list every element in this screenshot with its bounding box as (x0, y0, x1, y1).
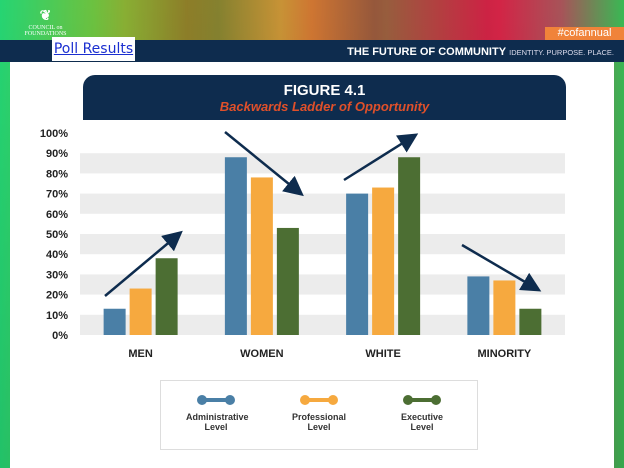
bar-white-2 (372, 187, 395, 335)
legend-item: Executive Level (377, 381, 467, 432)
logo: ❦ COUNCIL on FOUNDATIONS (8, 8, 83, 37)
bar-men-1 (103, 308, 126, 335)
grid-band (80, 193, 565, 214)
leaf-logo-icon: ❦ (39, 9, 52, 24)
legend-label: Professional Level (291, 412, 347, 432)
grid-band (80, 153, 565, 174)
bar-minority-3 (519, 308, 542, 335)
y-tick-label: 10% (46, 310, 68, 322)
legend-item: Professional Level (274, 381, 364, 432)
grid-band (80, 274, 565, 295)
y-tick-label: 80% (46, 168, 68, 180)
bar-white-3 (398, 157, 421, 335)
trend-arrow-up-icon (104, 230, 183, 297)
legend-item: Administrative Level (171, 381, 261, 432)
y-tick-label: 20% (46, 290, 68, 302)
y-tick-label: 0% (52, 330, 68, 342)
chart-subtitle: Backwards Ladder of Opportunity (219, 99, 430, 114)
trend-arrow-up-icon (343, 133, 419, 182)
tagline-light: IDENTITY. PURPOSE. PLACE. (509, 48, 614, 57)
x-tick-label: WOMEN (240, 348, 283, 360)
legend-label: Executive Level (400, 412, 444, 432)
grid-band (80, 234, 565, 255)
bar-men-2 (129, 288, 152, 335)
legend-swatch (403, 395, 441, 405)
figure-banner: FIGURE 4.1 Backwards Ladder of Opportuni… (83, 75, 566, 120)
legend-label: Administrative Level (186, 412, 249, 432)
bar-minority-1 (467, 276, 490, 335)
y-tick-label: 70% (46, 189, 68, 201)
bar-women-3 (276, 227, 299, 335)
grid-band (80, 314, 565, 335)
bar-women-1 (224, 157, 247, 335)
logo-text: COUNCIL on FOUNDATIONS (24, 25, 67, 37)
bar-white-1 (346, 193, 369, 335)
trend-arrow-down-icon (461, 243, 542, 292)
legend: Administrative Level Professional Level Ex… (160, 380, 478, 450)
legend-swatch (197, 395, 235, 405)
bar-men-3 (155, 258, 178, 335)
x-tick-label: WHITE (365, 348, 400, 360)
bar-women-2 (250, 177, 273, 335)
y-tick-label: 90% (46, 148, 68, 160)
y-tick-label: 60% (46, 209, 68, 221)
x-tick-label: MEN (128, 348, 153, 360)
y-tick-label: 50% (46, 229, 68, 241)
y-tick-label: 30% (46, 269, 68, 281)
y-tick-label: 40% (46, 249, 68, 261)
poll-results-link[interactable]: Poll Results (52, 37, 135, 61)
header-band (0, 40, 624, 62)
bar-minority-2 (493, 280, 516, 335)
legend-swatch (300, 395, 338, 405)
tagline-bold: THE FUTURE OF COMMUNITY (347, 46, 507, 58)
hashtag-badge: #cofannual (545, 27, 624, 40)
trend-arrow-down-icon (224, 131, 304, 197)
y-tick-label: 100% (40, 128, 68, 140)
chart-title: FIGURE 4.1 (283, 82, 366, 99)
tagline: THE FUTURE OF COMMUNITY IDENTITY. PURPOS… (347, 46, 614, 58)
x-tick-label: MINORITY (477, 348, 531, 360)
